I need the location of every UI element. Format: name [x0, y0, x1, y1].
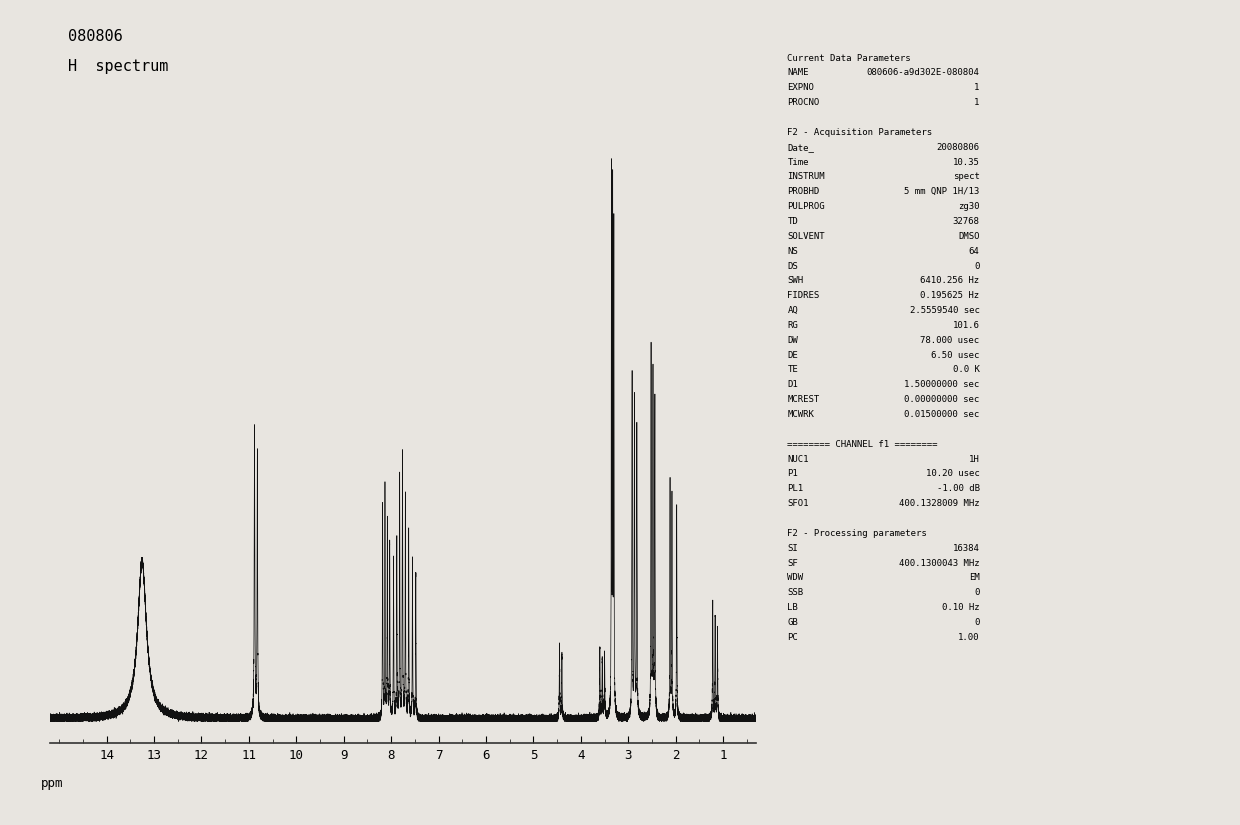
Text: F2 - Acquisition Parameters: F2 - Acquisition Parameters [787, 128, 932, 137]
Text: 080806: 080806 [68, 29, 123, 44]
Text: PL1: PL1 [787, 484, 804, 493]
Text: MCWRK: MCWRK [787, 410, 815, 419]
Text: P1: P1 [787, 469, 799, 478]
Text: spect: spect [952, 172, 980, 182]
Text: 1.00: 1.00 [959, 633, 980, 642]
Text: 10.20 usec: 10.20 usec [926, 469, 980, 478]
Text: Date_: Date_ [787, 143, 815, 152]
Text: D1: D1 [787, 380, 799, 389]
Text: 6410.256 Hz: 6410.256 Hz [920, 276, 980, 285]
Text: SF: SF [787, 559, 799, 568]
Text: Time: Time [787, 158, 808, 167]
Text: 0.0 K: 0.0 K [952, 365, 980, 375]
Text: 64: 64 [968, 247, 980, 256]
Text: 0: 0 [975, 618, 980, 627]
Text: PROCNO: PROCNO [787, 98, 820, 107]
Text: zg30: zg30 [959, 202, 980, 211]
Text: TD: TD [787, 217, 799, 226]
Text: 400.1300043 MHz: 400.1300043 MHz [899, 559, 980, 568]
Text: ppm: ppm [41, 777, 63, 790]
Text: 080606-a9d302E-080804: 080606-a9d302E-080804 [867, 68, 980, 78]
Text: -1.00 dB: -1.00 dB [936, 484, 980, 493]
Text: TE: TE [787, 365, 799, 375]
Text: 1: 1 [975, 98, 980, 107]
Text: SOLVENT: SOLVENT [787, 232, 825, 241]
Text: 1: 1 [975, 83, 980, 92]
Text: H  spectrum: H spectrum [68, 59, 169, 74]
Text: Current Data Parameters: Current Data Parameters [787, 54, 911, 63]
Text: ======== CHANNEL f1 ========: ======== CHANNEL f1 ======== [787, 440, 937, 449]
Text: INSTRUM: INSTRUM [787, 172, 825, 182]
Text: EXPNO: EXPNO [787, 83, 815, 92]
Text: GB: GB [787, 618, 799, 627]
Text: DW: DW [787, 336, 799, 345]
Text: MCREST: MCREST [787, 395, 820, 404]
Text: NUC1: NUC1 [787, 455, 808, 464]
Text: 0.01500000 sec: 0.01500000 sec [904, 410, 980, 419]
Text: WDW: WDW [787, 573, 804, 582]
Text: 1H: 1H [968, 455, 980, 464]
Text: SFO1: SFO1 [787, 499, 808, 508]
Text: NS: NS [787, 247, 799, 256]
Text: SI: SI [787, 544, 799, 553]
Text: SWH: SWH [787, 276, 804, 285]
Text: F2 - Processing parameters: F2 - Processing parameters [787, 529, 928, 538]
Text: EM: EM [968, 573, 980, 582]
Text: 400.1328009 MHz: 400.1328009 MHz [899, 499, 980, 508]
Text: SSB: SSB [787, 588, 804, 597]
Text: 0.00000000 sec: 0.00000000 sec [904, 395, 980, 404]
Text: DE: DE [787, 351, 799, 360]
Text: NAME: NAME [787, 68, 808, 78]
Text: 20080806: 20080806 [936, 143, 980, 152]
Text: 0.195625 Hz: 0.195625 Hz [920, 291, 980, 300]
Text: 1.50000000 sec: 1.50000000 sec [904, 380, 980, 389]
Text: 6.50 usec: 6.50 usec [931, 351, 980, 360]
Text: PULPROG: PULPROG [787, 202, 825, 211]
Text: 78.000 usec: 78.000 usec [920, 336, 980, 345]
Text: LB: LB [787, 603, 799, 612]
Text: PC: PC [787, 633, 799, 642]
Text: 101.6: 101.6 [952, 321, 980, 330]
Text: PROBHD: PROBHD [787, 187, 820, 196]
Text: FIDRES: FIDRES [787, 291, 820, 300]
Text: 0: 0 [975, 588, 980, 597]
Text: 16384: 16384 [952, 544, 980, 553]
Text: DS: DS [787, 262, 799, 271]
Text: AQ: AQ [787, 306, 799, 315]
Text: 0.10 Hz: 0.10 Hz [942, 603, 980, 612]
Text: 2.5559540 sec: 2.5559540 sec [910, 306, 980, 315]
Text: 10.35: 10.35 [952, 158, 980, 167]
Text: 32768: 32768 [952, 217, 980, 226]
Text: RG: RG [787, 321, 799, 330]
Text: DMSO: DMSO [959, 232, 980, 241]
Text: 5 mm QNP 1H/13: 5 mm QNP 1H/13 [904, 187, 980, 196]
Text: 0: 0 [975, 262, 980, 271]
